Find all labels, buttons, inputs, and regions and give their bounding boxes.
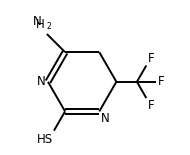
Text: F: F	[158, 75, 164, 88]
Text: 2: 2	[46, 22, 51, 31]
Text: F: F	[148, 99, 154, 112]
Text: H: H	[36, 18, 45, 31]
Text: N: N	[101, 112, 109, 125]
Text: N: N	[37, 75, 46, 88]
Text: N: N	[33, 15, 41, 28]
Text: HS: HS	[36, 133, 53, 146]
Text: F: F	[148, 52, 154, 65]
